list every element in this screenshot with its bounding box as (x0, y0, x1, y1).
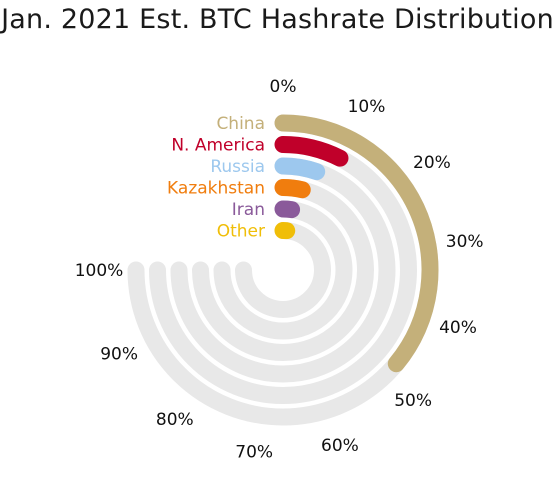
tick-label-8: 80% (156, 410, 194, 430)
tick-label-6: 60% (321, 436, 359, 456)
series-label-china: China (216, 114, 265, 134)
series-label-other: Other (217, 222, 265, 242)
tick-label-4: 40% (439, 318, 477, 338)
tick-label-1: 10% (348, 97, 386, 117)
track-kazakhstan (192, 179, 374, 361)
series-label-kazakhstan: Kazakhstan (167, 179, 265, 199)
track-iran (213, 200, 353, 340)
tick-label-7: 70% (235, 443, 273, 463)
bar-iran (274, 200, 301, 219)
series-label-russia: Russia (210, 157, 265, 177)
tick-label-3: 30% (446, 232, 484, 252)
tick-label-10: 100% (75, 261, 124, 281)
series-label-n-america: N. America (171, 136, 265, 156)
track-n-america (149, 136, 417, 404)
chart-title: Jan. 2021 Est. BTC Hashrate Distribution (1, 4, 554, 35)
bar-russia (274, 157, 326, 181)
tick-label-2: 20% (413, 153, 451, 173)
bar-china (274, 114, 439, 373)
bar-n-america (274, 136, 349, 167)
tick-label-5: 50% (394, 391, 432, 411)
bar-kazakhstan (274, 179, 311, 199)
track-other (235, 222, 331, 318)
track-russia (170, 157, 396, 383)
tick-label-0: 0% (270, 77, 297, 97)
tick-label-9: 90% (100, 345, 138, 365)
series-label-iran: Iran (232, 200, 265, 220)
